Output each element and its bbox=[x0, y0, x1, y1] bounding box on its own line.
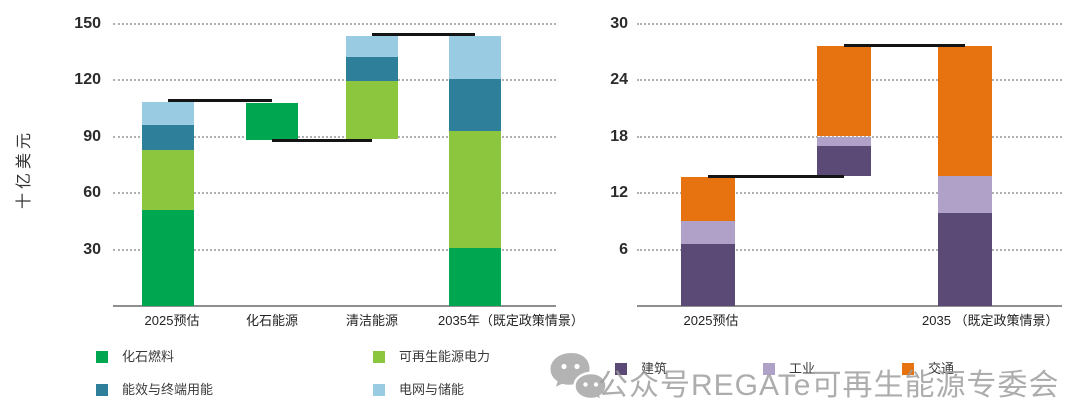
bar-segment-3 bbox=[449, 247, 501, 306]
y-gridline bbox=[113, 248, 556, 251]
y-gridline bbox=[637, 192, 1062, 194]
x-axis-label: 清洁能源 bbox=[345, 313, 398, 328]
legend-swatch bbox=[373, 351, 385, 363]
bar-segment-2 bbox=[346, 35, 398, 58]
waterfall-connector bbox=[372, 33, 475, 37]
y-tick-label: 6 bbox=[619, 240, 628, 258]
bar-segment-2 bbox=[938, 212, 992, 306]
legend-label: 能效与终端用能 bbox=[122, 382, 214, 397]
bar-segment-0 bbox=[142, 209, 194, 306]
waterfall-connector bbox=[272, 138, 372, 142]
x-axis-line bbox=[637, 305, 1062, 307]
y-gridline bbox=[113, 79, 556, 81]
bar-segment-0 bbox=[681, 243, 735, 306]
bar-segment-3 bbox=[449, 130, 501, 248]
bar-segment-3 bbox=[449, 35, 501, 80]
x-axis-label: 化石能源 bbox=[245, 313, 298, 328]
bar-segment-0 bbox=[142, 101, 194, 126]
bar-segment-0 bbox=[681, 221, 735, 244]
bar-segment-1 bbox=[817, 145, 871, 177]
y-tick-label: 150 bbox=[74, 14, 101, 32]
bar-segment-2 bbox=[346, 57, 398, 81]
waterfall-connector bbox=[708, 174, 844, 178]
legend-swatch bbox=[96, 384, 108, 396]
y-gridline bbox=[113, 192, 556, 194]
legend-swatch bbox=[763, 363, 775, 375]
y-tick-label: 30 bbox=[610, 14, 628, 32]
y-tick-label: 120 bbox=[74, 71, 101, 88]
bar-segment-1 bbox=[246, 102, 298, 141]
y-gridline bbox=[113, 22, 556, 25]
bar-segment-1 bbox=[817, 136, 871, 146]
legend-label: 化石燃料 bbox=[122, 349, 175, 364]
x-axis-label: 2035年（既定政策情景） bbox=[438, 313, 584, 328]
y-tick-label: 18 bbox=[610, 127, 628, 145]
legend-swatch bbox=[615, 363, 627, 375]
left-y-axis-title: 十亿美元 bbox=[16, 129, 33, 210]
bar-segment-0 bbox=[142, 149, 194, 210]
bar-segment-1 bbox=[817, 46, 871, 137]
bar-segment-2 bbox=[346, 80, 398, 140]
y-tick-label: 60 bbox=[83, 184, 101, 201]
bar-segment-2 bbox=[938, 176, 992, 213]
waterfall-connector bbox=[168, 99, 272, 103]
bar-segment-0 bbox=[142, 125, 194, 150]
waterfall-connector bbox=[844, 43, 965, 47]
y-tick-label: 30 bbox=[83, 240, 101, 258]
y-tick-label: 24 bbox=[610, 71, 628, 88]
x-axis-label: 2025预估 bbox=[144, 313, 200, 328]
wechat-icon bbox=[550, 353, 608, 404]
y-gridline bbox=[637, 22, 1062, 25]
legend-label: 工业 bbox=[789, 361, 816, 376]
y-gridline bbox=[637, 248, 1062, 251]
bar-segment-3 bbox=[449, 79, 501, 131]
legend-swatch bbox=[96, 351, 108, 363]
legend-label: 电网与储能 bbox=[399, 382, 465, 397]
y-gridline bbox=[113, 135, 556, 138]
y-tick-label: 90 bbox=[83, 127, 101, 145]
legend-swatch bbox=[373, 384, 385, 396]
legend-label: 建筑 bbox=[641, 361, 668, 376]
y-tick-label: 12 bbox=[610, 184, 628, 201]
watermark-text: 公众号REGATe可再生能源专委会 bbox=[598, 369, 1060, 402]
legend-swatch bbox=[902, 363, 914, 375]
legend-label: 交通 bbox=[928, 361, 955, 376]
bar-segment-2 bbox=[938, 46, 992, 177]
x-axis-label: 2025预估 bbox=[683, 313, 739, 328]
x-axis-label: 2035 （既定政策情景） bbox=[922, 313, 1059, 328]
x-axis-line bbox=[113, 305, 556, 307]
bar-segment-0 bbox=[681, 176, 735, 222]
legend-label: 可再生能源电力 bbox=[399, 349, 491, 364]
